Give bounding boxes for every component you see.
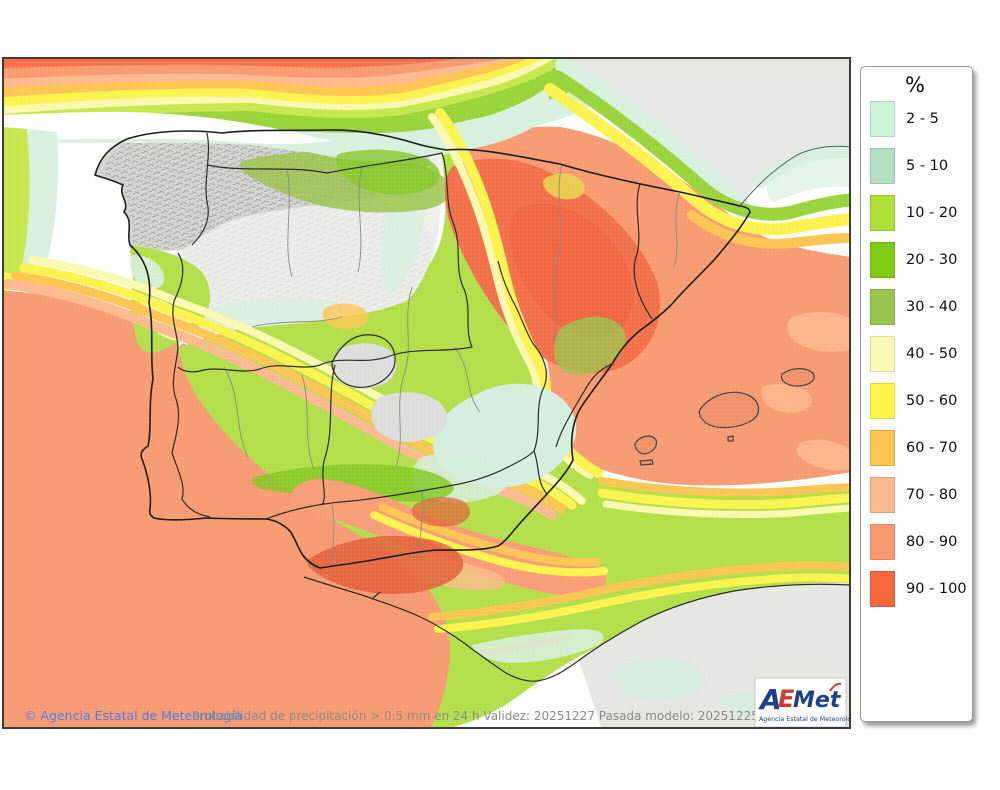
ceuta-tick [371, 591, 381, 600]
legend-swatch-50-60 [870, 383, 895, 419]
legend-label: 60 - 70 [906, 440, 958, 456]
aemet-logo-met: Met [793, 688, 842, 713]
legend-label: 30 - 40 [906, 299, 958, 315]
legend-swatch-30-40 [870, 289, 895, 325]
aemet-logo-box [754, 677, 847, 728]
legend-label: 50 - 60 [906, 393, 958, 409]
legend-label: 40 - 50 [906, 346, 958, 362]
legend-label: 10 - 20 [906, 205, 958, 221]
legend-label: 20 - 30 [906, 252, 958, 268]
legend-row: 20 - 30 [870, 242, 972, 278]
province-borders [223, 163, 681, 566]
legend-label: 70 - 80 [906, 487, 958, 503]
legend-label: 5 - 10 [906, 158, 949, 174]
legend-row: 40 - 50 [870, 336, 972, 372]
legend-swatch-60-70 [870, 430, 895, 466]
legend-row: 5 - 10 [870, 148, 972, 184]
aemet-logo-e: E [778, 685, 795, 713]
legend-swatch-2-5 [870, 101, 895, 137]
admin-boundaries [94, 129, 851, 682]
legend-label: 80 - 90 [906, 534, 958, 550]
aemet-logo-accent [829, 682, 842, 692]
legend-row: 10 - 20 [870, 195, 972, 231]
legend-row: 90 - 100 [870, 571, 972, 607]
map-copyright: © Agencia Estatal de Meteorología [24, 708, 243, 723]
dither-overlay [2, 57, 851, 729]
legend-swatch-40-50 [870, 336, 895, 372]
community-borders [171, 132, 653, 520]
iberia-coastline [94, 129, 751, 569]
legend-swatch-5-10 [870, 148, 895, 184]
legend-swatch-10-20 [870, 195, 895, 231]
legend-row: 80 - 90 [870, 524, 972, 560]
africa-coastline [303, 576, 851, 682]
legend-panel: % 2 - 5 5 - 10 10 - 20 20 - 30 30 - 40 4… [860, 66, 973, 722]
map-frame [2, 57, 851, 729]
aemet-logo-a: A [758, 683, 782, 716]
legend-row: 30 - 40 [870, 289, 972, 325]
map-caption: Probabilidad de precipitación > 0.5 mm e… [192, 709, 774, 723]
legend-label: 2 - 5 [906, 111, 939, 127]
legend-row: 2 - 5 [870, 101, 972, 137]
legend-title: % [905, 73, 925, 97]
france-coastline [739, 145, 851, 207]
legend-swatch-80-90 [870, 524, 895, 560]
legend-row: 50 - 60 [870, 383, 972, 419]
legend-label: 90 - 100 [906, 581, 967, 597]
legend-row: 60 - 70 [870, 430, 972, 466]
legend-swatch-90-100 [870, 571, 895, 607]
legend-swatch-20-30 [870, 242, 895, 278]
map-canvas: © Agencia Estatal de Meteorología Probab… [2, 57, 851, 729]
legend-row: 70 - 80 [870, 477, 972, 513]
legend-swatch-70-80 [870, 477, 895, 513]
aemet-logo: A E Met Agencia Estatal de Meteorología [754, 677, 851, 728]
weather-map: © Agencia Estatal de Meteorología Probab… [2, 57, 851, 729]
aemet-logo-subtitle: Agencia Estatal de Meteorología [759, 715, 851, 723]
